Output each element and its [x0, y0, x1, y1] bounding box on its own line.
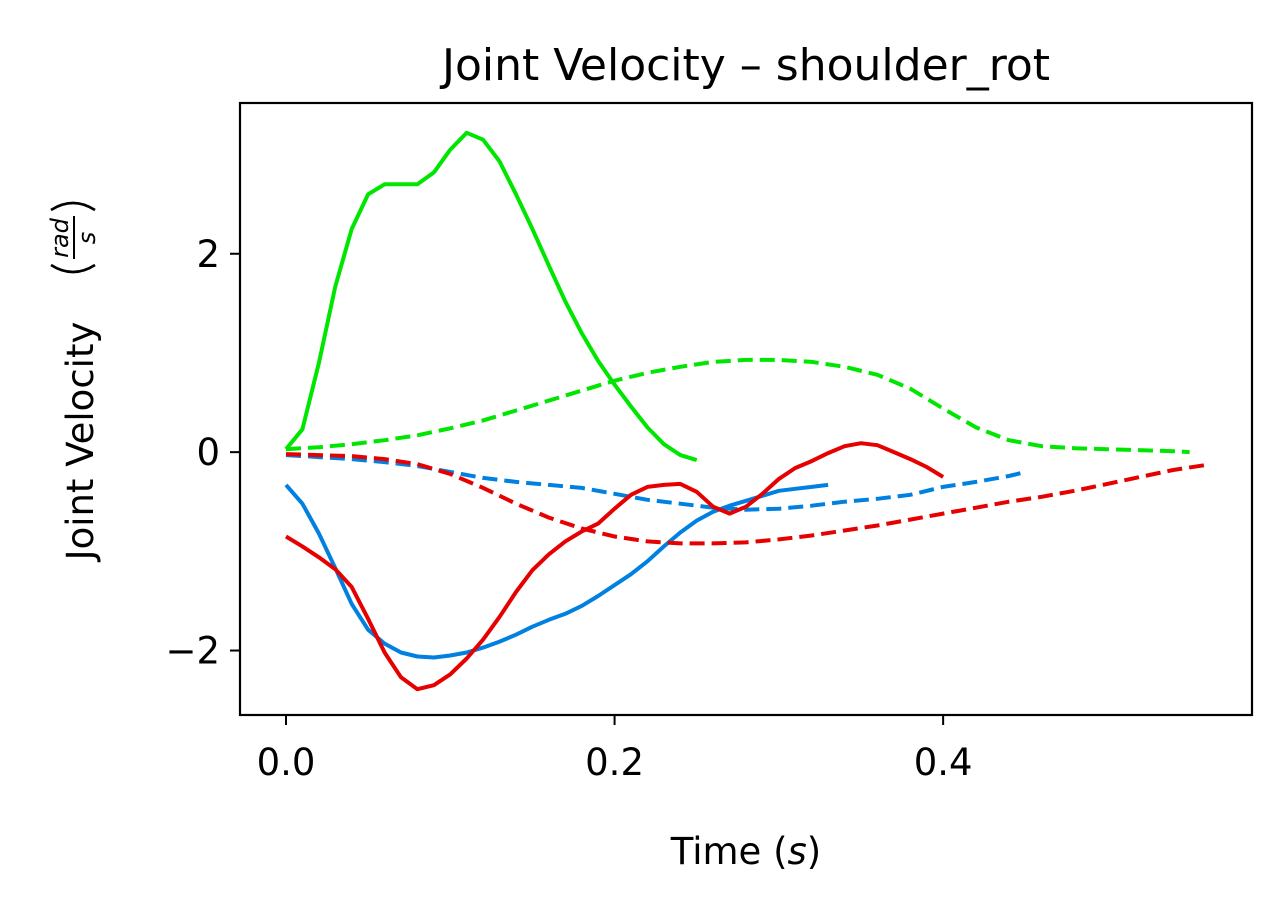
chart-title: Joint Velocity – shoulder_rot: [439, 40, 1050, 91]
series-line-2-dashed: [285, 357, 1190, 455]
y-tick-label: −2: [165, 630, 220, 673]
x-axis-label-main: Time (: [670, 830, 788, 873]
y-tick-label: 0: [196, 431, 220, 474]
series-line-5-solid: [284, 441, 945, 692]
x-axis-label-end: ): [807, 830, 821, 873]
axes-frame: [238, 101, 1254, 717]
series-line-6-dashed: [285, 452, 1207, 546]
x-tick-label: 0.4: [914, 741, 973, 784]
x-axis-label-unit: s: [788, 830, 807, 873]
x-tick-label: 0.2: [585, 741, 644, 784]
y-axis-label-main: Joint Velocity: [59, 322, 102, 563]
y-axis-label: Joint Velocity rad s: [46, 201, 102, 563]
y-axis-ticks: −2 0 2: [165, 233, 240, 673]
y-axis-label-right-paren: [50, 201, 96, 212]
y-axis-label-left-paren: [50, 263, 96, 274]
plot-area: [238, 101, 1254, 717]
series-line-1-solid: [284, 130, 698, 463]
x-axis-label: Time (s): [670, 830, 821, 873]
y-axis-label-unit-numerator: rad: [46, 217, 74, 258]
y-axis-label-unit-denominator: s: [73, 232, 101, 245]
series-layer: [284, 130, 1207, 692]
y-tick-label: 2: [196, 233, 220, 276]
x-tick-label: 0.0: [257, 741, 316, 784]
series-line-4-dashed: [285, 453, 1026, 512]
x-axis-ticks: 0.0 0.2 0.4: [257, 715, 973, 784]
